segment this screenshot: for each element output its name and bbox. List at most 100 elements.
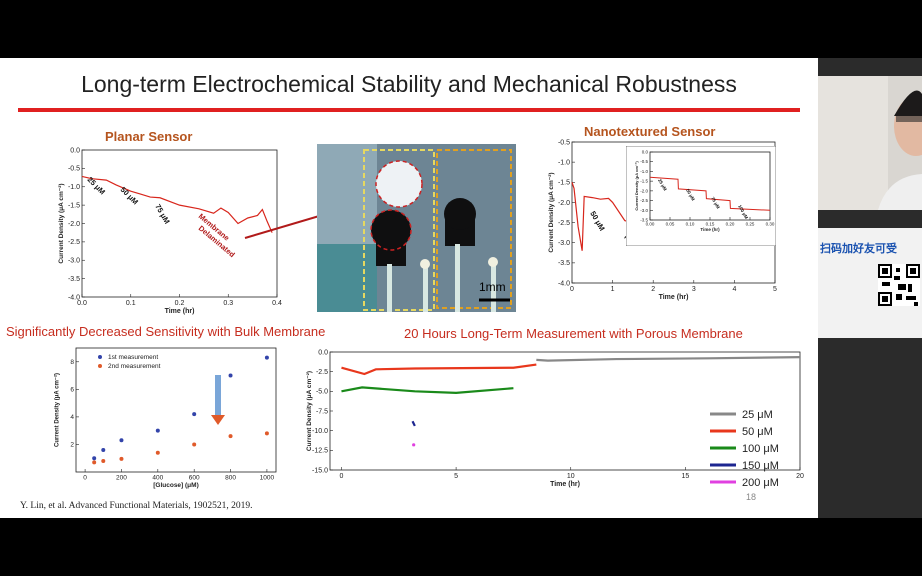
longterm-series-point bbox=[412, 443, 416, 447]
nano-y-tick: -2.5 bbox=[558, 220, 570, 227]
bulk-point bbox=[119, 438, 124, 443]
nano-y-label: Current Density (μA cm⁻²) bbox=[548, 172, 555, 252]
bulk-x-label: [Glucose] (μM) bbox=[153, 482, 199, 489]
inset-y-tick: -3.5 bbox=[640, 218, 648, 223]
longterm-legend-label: 150 μM bbox=[742, 460, 779, 472]
subtitle-bulk-membrane: Significantly Decreased Sensitivity with… bbox=[6, 324, 326, 339]
long-term-chart: 0 5 10 15 20 0.0 -2.5 -5.0 -7.5 -10.0 -12.5 -15.0 Ti… bbox=[306, 349, 804, 489]
bulk-x-tick: 200 bbox=[116, 475, 127, 482]
nano-y-tick: -2.0 bbox=[558, 200, 570, 207]
inset-x-tick: 0.20 bbox=[726, 222, 735, 227]
longterm-x-tick: 20 bbox=[796, 473, 804, 480]
bulk-point bbox=[155, 450, 160, 455]
inset-y-label: Current Density (μA cm⁻²) bbox=[634, 161, 639, 211]
side-panel: 扫码加好友可受 bbox=[818, 58, 922, 518]
qr-card[interactable]: 扫码加好友可受 bbox=[818, 228, 922, 338]
nano-x-tick: 4 bbox=[732, 286, 736, 293]
longterm-y-tick: -12.5 bbox=[312, 448, 328, 455]
planar-x-tick: 0.2 bbox=[175, 300, 185, 307]
nano-annotation: 50 μM bbox=[588, 210, 606, 233]
planar-x-label: Time (hr) bbox=[165, 308, 195, 315]
inset-x-tick: 0.00 bbox=[646, 222, 655, 227]
planar-annotation: 75 μM bbox=[153, 203, 171, 226]
bulk-point bbox=[264, 355, 269, 360]
bulk-x-tick: 0 bbox=[83, 475, 87, 482]
longterm-x-tick: 10 bbox=[567, 473, 575, 480]
longterm-series-line bbox=[411, 420, 416, 427]
longterm-y-tick: -2.5 bbox=[316, 369, 328, 376]
bulk-point bbox=[101, 447, 106, 452]
bulk-y-label: Current Density (μA cm⁻²) bbox=[53, 373, 60, 447]
bulk-axes-frame bbox=[75, 347, 277, 473]
longterm-y-tick: -10.0 bbox=[312, 428, 328, 435]
planar-y-tick: -4.0 bbox=[68, 294, 80, 301]
inset-y-tick: 0.0 bbox=[642, 150, 649, 155]
nano-y-tick: -4.0 bbox=[558, 280, 570, 287]
bulk-membrane-chart: 0 200 400 600 800 1000 2 4 6 8 [Glucose] (μM) Curre… bbox=[53, 347, 277, 489]
planar-y-tick: 0.0 bbox=[70, 147, 80, 154]
qr-code-icon[interactable] bbox=[878, 262, 920, 308]
decrease-arrow bbox=[215, 375, 221, 415]
inset-y-tick: -0.5 bbox=[640, 159, 648, 164]
longterm-legend-label: 100 μM bbox=[742, 443, 779, 455]
planar-series-line bbox=[81, 175, 273, 233]
bulk-point bbox=[92, 460, 97, 465]
inset-x-tick: 0.30 bbox=[766, 222, 775, 227]
bulk-point bbox=[119, 456, 124, 461]
planar-y-tick: -2.0 bbox=[68, 221, 80, 228]
bulk-point bbox=[228, 373, 233, 378]
nano-y-tick: -0.5 bbox=[558, 139, 570, 146]
nano-x-tick: 3 bbox=[692, 286, 696, 293]
nano-x-tick: 0 bbox=[570, 286, 574, 293]
planar-sensor-label: Planar Sensor bbox=[105, 129, 193, 144]
qr-caption: 扫码加好友可受 bbox=[820, 243, 897, 255]
inset-series-line bbox=[649, 176, 771, 211]
longterm-series-line bbox=[341, 363, 537, 376]
nano-y-tick: -3.5 bbox=[558, 260, 570, 267]
bulk-y-tick: 4 bbox=[70, 414, 74, 421]
longterm-series-line bbox=[536, 356, 801, 362]
nanotextured-sensor-label: Nanotextured Sensor bbox=[584, 124, 716, 139]
title-underline bbox=[18, 108, 800, 112]
inset-y-tick: -1.0 bbox=[640, 169, 648, 174]
inset-annotation: 50 μM bbox=[685, 188, 696, 202]
bulk-point bbox=[92, 456, 97, 461]
nano-x-tick: 1 bbox=[611, 286, 615, 293]
inset-y-tick: -2.5 bbox=[640, 198, 648, 203]
bulk-y-tick: 2 bbox=[70, 442, 74, 449]
bulk-legend-marker bbox=[98, 364, 102, 368]
nano-y-tick: -1.5 bbox=[558, 180, 570, 187]
page-number: 18 bbox=[746, 492, 757, 502]
inset-x-tick: 0.05 bbox=[666, 222, 675, 227]
longterm-x-label: Time (hr) bbox=[550, 481, 580, 488]
planar-y-tick: -1.0 bbox=[68, 184, 80, 191]
planar-y-tick: -3.5 bbox=[68, 276, 80, 283]
inset-x-tick: 0.10 bbox=[686, 222, 695, 227]
bulk-x-tick: 1000 bbox=[260, 475, 275, 482]
planar-y-tick: -1.5 bbox=[68, 202, 80, 209]
photo-scale-label: 1mm bbox=[479, 280, 506, 294]
bulk-point bbox=[101, 458, 106, 463]
longterm-x-tick: 5 bbox=[454, 473, 458, 480]
planar-y-tick: -0.5 bbox=[68, 166, 80, 173]
bulk-x-tick: 600 bbox=[189, 475, 200, 482]
bulk-point bbox=[228, 434, 233, 439]
bulk-x-tick: 800 bbox=[225, 475, 236, 482]
inset-annotation: 75 μM bbox=[710, 196, 721, 210]
decrease-arrow-head bbox=[211, 415, 225, 425]
sensor-photo: 1mm bbox=[317, 144, 516, 312]
planar-x-tick: 0.0 bbox=[77, 300, 87, 307]
longterm-y-tick: -15.0 bbox=[312, 467, 328, 474]
inset-x-tick: 0.15 bbox=[706, 222, 715, 227]
bulk-point bbox=[192, 412, 197, 417]
planar-annotation: 25 μM bbox=[86, 175, 107, 196]
planar-sensor-chart: 0.0 0.1 0.2 0.3 0.4 0.0 -0.5 -1.0 -1.5 -2.0 -2.5 -3… bbox=[58, 147, 282, 315]
citation: Y. Lin, et al. Advanced Functional Mater… bbox=[20, 501, 253, 511]
planar-x-tick: 0.3 bbox=[223, 300, 233, 307]
bulk-point bbox=[155, 428, 160, 433]
slide: Long-term Electrochemical Stability and … bbox=[0, 58, 818, 518]
planar-x-tick: 0.1 bbox=[126, 300, 136, 307]
inset-y-tick: -2.0 bbox=[640, 188, 648, 193]
planar-annotation: 50 μM bbox=[119, 185, 140, 206]
inset-x-tick: 0.25 bbox=[746, 222, 755, 227]
